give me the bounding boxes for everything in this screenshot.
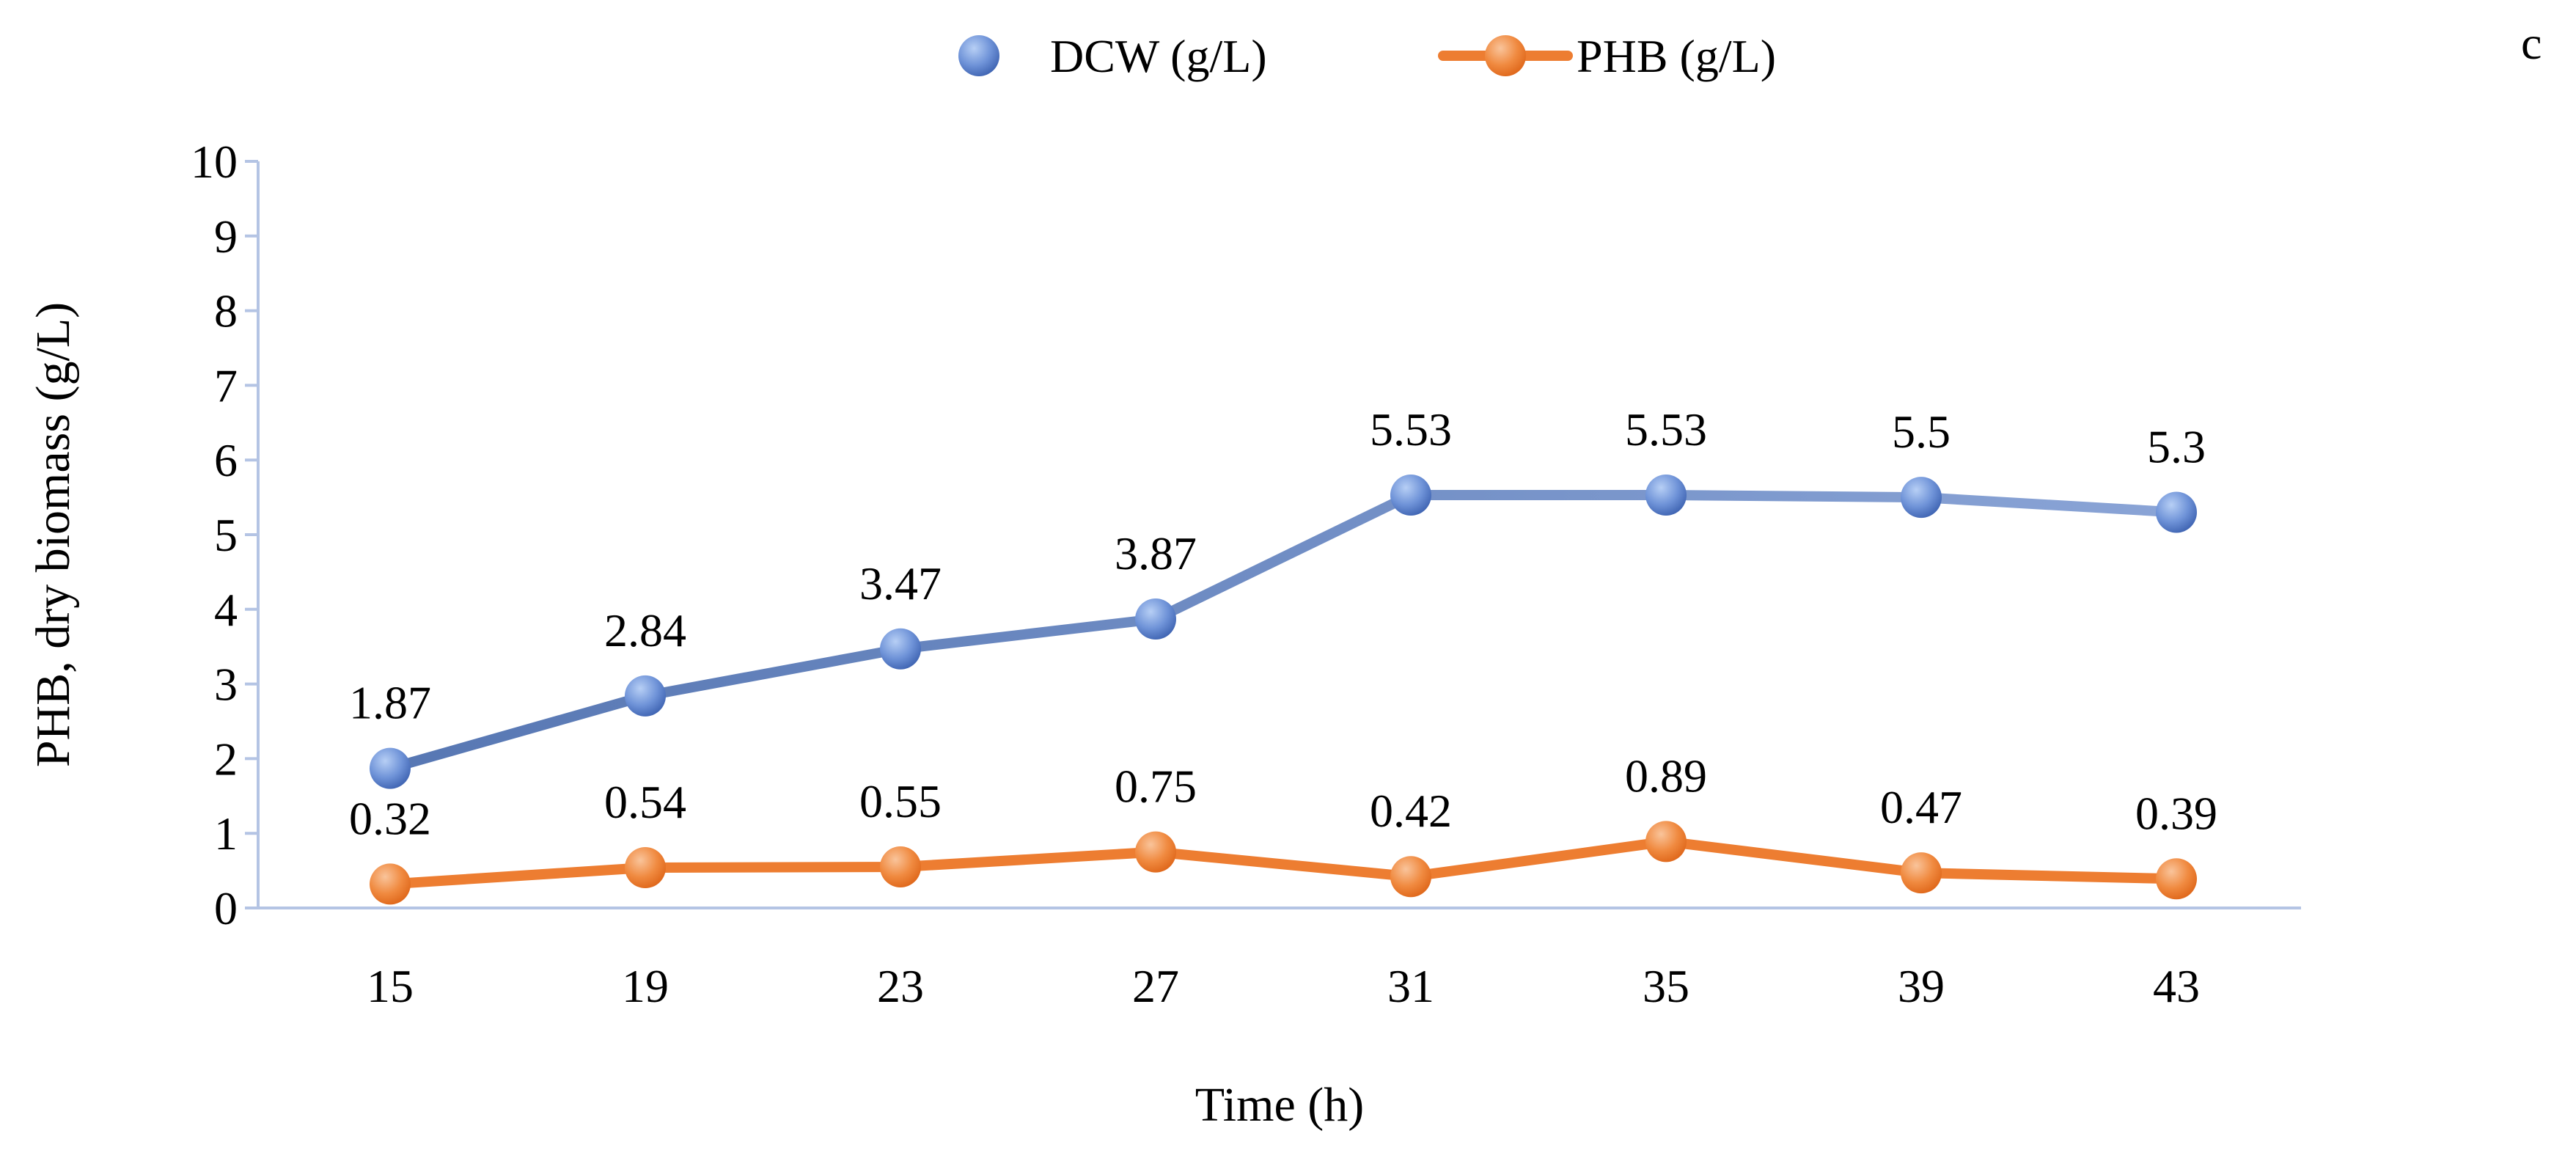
y-tick-label: 8 <box>214 285 238 337</box>
x-tick-label: 39 <box>1898 960 1945 1012</box>
data-point-phb <box>880 846 921 888</box>
x-tick-label: 27 <box>1132 960 1179 1012</box>
data-label-phb: 0.39 <box>2135 787 2217 839</box>
data-point-dcw <box>370 747 411 789</box>
data-label-dcw: 5.5 <box>1892 406 1951 458</box>
data-point-phb <box>1645 821 1687 862</box>
data-point-dcw <box>2156 491 2197 533</box>
data-label-dcw: 3.87 <box>1115 527 1197 579</box>
data-label-dcw: 1.87 <box>349 677 431 729</box>
data-point-phb <box>2156 858 2197 900</box>
y-tick-label: 10 <box>191 136 238 188</box>
series-line-phb <box>385 836 2181 890</box>
y-tick-label: 7 <box>214 359 238 411</box>
y-tick-label: 3 <box>214 659 238 711</box>
legend: DCW (g/L) PHB (g/L) <box>911 30 1776 82</box>
y-tick-label: 9 <box>214 210 238 263</box>
data-point-phb <box>625 847 666 889</box>
data-label-dcw: 3.47 <box>859 557 942 609</box>
y-tick-label: 2 <box>214 733 238 785</box>
data-label-dcw: 5.3 <box>2147 420 2206 472</box>
data-label-phb: 0.75 <box>1115 761 1197 813</box>
y-tick-label: 1 <box>214 807 238 860</box>
legend-phb-marker <box>1485 35 1526 76</box>
data-label-phb: 0.32 <box>349 792 431 844</box>
y-tick-label: 0 <box>214 882 238 934</box>
data-point-dcw <box>625 675 666 717</box>
series-line-dcw <box>385 490 2181 774</box>
data-point-phb <box>370 863 411 905</box>
series-dcw: 1.87 2.84 3.47 3.87 5.53 5.53 5.5 5.3 <box>349 403 2206 789</box>
series-phb: 0.32 0.54 0.55 0.75 0.42 0.89 0.47 0.39 <box>349 750 2217 905</box>
legend-item-phb: PHB (g/L) <box>1438 30 1776 82</box>
x-axis-title: Time (h) <box>1195 1078 1364 1132</box>
data-point-dcw <box>1135 598 1176 640</box>
y-ticks: 0 1 2 3 4 5 6 7 8 9 10 <box>191 136 258 934</box>
legend-item-dcw: DCW (g/L) <box>911 30 1267 82</box>
x-tick-label: 35 <box>1643 960 1689 1012</box>
data-label-phb: 0.54 <box>604 776 686 828</box>
data-point-dcw <box>1901 477 1942 519</box>
data-label-dcw: 5.53 <box>1370 403 1452 455</box>
x-tick-label: 23 <box>877 960 924 1012</box>
data-point-dcw <box>880 628 921 670</box>
data-label-phb: 0.55 <box>859 775 942 827</box>
x-tick-label: 19 <box>622 960 669 1012</box>
data-point-dcw <box>1645 475 1687 516</box>
data-label-dcw: 2.84 <box>604 604 686 656</box>
legend-phb-label: PHB (g/L) <box>1577 30 1776 82</box>
data-label-phb: 0.42 <box>1370 785 1452 837</box>
data-point-phb <box>1901 852 1942 894</box>
data-point-dcw <box>1390 475 1431 516</box>
data-label-dcw: 5.53 <box>1625 403 1707 455</box>
data-label-phb: 0.89 <box>1625 750 1707 802</box>
data-point-phb <box>1135 831 1176 873</box>
y-tick-label: 4 <box>214 584 238 636</box>
y-tick-label: 5 <box>214 509 238 561</box>
y-axis-title: PHB, dry biomass (g/L) <box>26 302 80 767</box>
data-point-phb <box>1390 856 1431 898</box>
x-tick-label: 31 <box>1387 960 1434 1012</box>
x-tick-label: 15 <box>367 960 414 1012</box>
x-ticks: 15 19 23 27 31 35 39 43 <box>367 960 2200 1012</box>
data-label-phb: 0.47 <box>1880 781 1962 833</box>
x-tick-label: 43 <box>2153 960 2200 1012</box>
panel-letter: c <box>2521 17 2542 69</box>
y-tick-label: 6 <box>214 434 238 486</box>
legend-dcw-marker <box>958 35 999 76</box>
legend-dcw-label: DCW (g/L) <box>1050 30 1267 82</box>
series-layer: 1.872.843.473.875.53 5.53 5.5 5.30.32 0.54 0.… <box>349 403 2217 905</box>
